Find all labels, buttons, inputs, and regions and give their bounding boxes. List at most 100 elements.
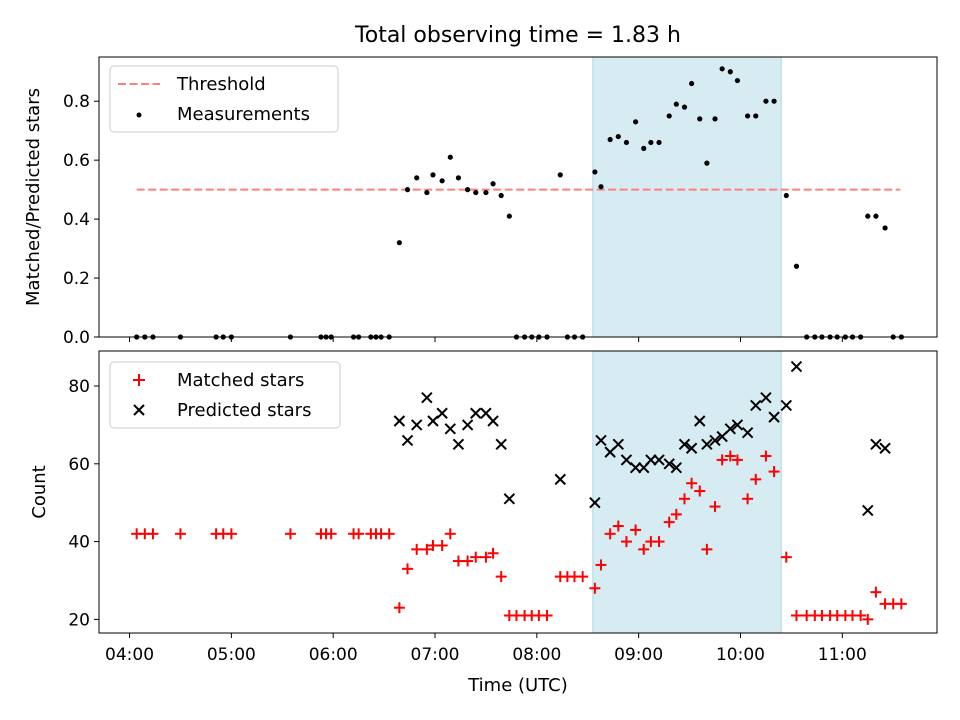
predicted-star-point [741, 426, 754, 439]
top-axes-frame [98, 56, 938, 338]
predicted-star-point [790, 360, 803, 373]
measurement-point [865, 213, 871, 219]
matched-star-point [480, 551, 492, 563]
predicted-star-point [678, 438, 691, 451]
predicted-star-point [461, 419, 474, 431]
measurement-point [648, 139, 654, 146]
matched-star-point [612, 520, 624, 532]
measurement-point [623, 139, 630, 146]
predicted-star-point [410, 419, 423, 431]
predicted-star-point [503, 493, 516, 505]
highlight-span [592, 350, 782, 634]
chart-title: Total observing time = 1.83 h [354, 23, 681, 48]
matched-star-point [663, 516, 675, 528]
y-tick-label: 80 [68, 377, 90, 397]
predicted-star-point [645, 454, 657, 466]
matched-star-point [620, 536, 632, 548]
bottom-axes: 20 40 60 80 04:00 05:00 06:00 07:00 08:00 09:00 1… [29, 350, 938, 696]
bottom-axes-frame [98, 350, 938, 634]
measurement-point [745, 113, 751, 119]
legend-label-matched: Matched stars [177, 370, 304, 391]
measurement-point [704, 160, 710, 166]
x-axis-label: Time (UTC) [467, 675, 568, 696]
matched-star-point [716, 454, 728, 466]
measurement-point [689, 80, 695, 87]
matched-star-point [444, 528, 456, 540]
measurement-point [712, 116, 718, 122]
y-tick-label: 0.0 [63, 328, 90, 348]
matched-star-point [604, 528, 616, 540]
matched-star-point [768, 466, 780, 478]
measurement-point [464, 187, 471, 193]
measurement-point [697, 116, 703, 122]
predicted-star-point [701, 438, 713, 451]
x-tick-label: 07:00 [411, 645, 460, 665]
measurement-point [404, 187, 411, 193]
predicted-star-point [436, 407, 448, 419]
bottom-x-ticks: 04:00 05:00 06:00 07:00 08:00 09:00 10:00 11:00 [105, 633, 867, 665]
x-tick-label: 06:00 [309, 645, 358, 665]
highlight-span [592, 56, 782, 338]
bottom-y-ticks: 20 40 60 80 [68, 377, 99, 630]
matched-star-point [436, 539, 448, 551]
measurement-point [498, 192, 504, 199]
measurement-point [414, 175, 420, 181]
legend-label-predicted: Predicted stars [177, 400, 311, 421]
y-tick-label: 40 [68, 533, 90, 553]
predicted-star-point [421, 391, 433, 404]
measurement-point [882, 225, 888, 231]
measurement-point [727, 69, 733, 75]
predicted-star-point [444, 423, 456, 435]
predicted-star-point [694, 415, 706, 427]
legend-label-measurements: Measurements [177, 104, 310, 125]
predicted-star-point [629, 461, 642, 474]
matched-star-point [638, 543, 650, 555]
bottom-y-axis-label: Count [29, 465, 50, 518]
matched-star-point [630, 524, 642, 536]
predicted-star-point [663, 458, 675, 470]
matched-star-point [750, 473, 762, 485]
predicted-star-point [401, 434, 414, 447]
predicted-star-point [589, 496, 601, 509]
matched-star-point [694, 485, 706, 497]
predicted-star-point [487, 415, 499, 427]
matched-star-point [724, 450, 736, 462]
measurement-point [763, 98, 769, 104]
measurement-point [793, 263, 800, 269]
predicted-star-point [862, 504, 874, 517]
x-tick-label: 05:00 [207, 645, 256, 665]
predicted-star-point [495, 438, 507, 451]
legend-box [109, 65, 339, 133]
predicted-star-point [685, 442, 698, 454]
matched-star-point [701, 543, 713, 555]
top-y-ticks: 0.0 0.2 0.4 0.6 0.8 [63, 92, 99, 348]
measurement-point [439, 178, 445, 184]
matched-star-point [225, 528, 237, 540]
legend-matched-swatch [133, 374, 145, 386]
predicted-star-point [760, 391, 772, 404]
measurement-point [641, 145, 647, 151]
legend-box [109, 361, 341, 429]
top-x-ticks [129, 337, 843, 342]
measurement-point [483, 189, 489, 196]
matched-star-point [393, 602, 405, 614]
predicted-star-point [620, 454, 633, 466]
measurement-point [598, 184, 604, 190]
measurement-point [656, 139, 662, 146]
matched-star-point [589, 582, 601, 594]
measurement-point [473, 189, 479, 196]
predicted-star-point [709, 434, 721, 447]
matched-star-point [462, 555, 474, 567]
predicted-star-point [393, 415, 406, 427]
y-tick-label: 0.6 [63, 151, 90, 171]
matched-star-point [495, 571, 507, 583]
matched-star-point [653, 536, 665, 548]
predicted-star-point [427, 415, 439, 427]
predicted-star-point [470, 407, 482, 419]
predicted-star-point [870, 438, 882, 451]
y-tick-label: 20 [68, 610, 90, 630]
predicted-star-point [612, 438, 625, 451]
matched-star-point [383, 528, 395, 540]
y-tick-label: 0.4 [63, 210, 90, 230]
measurement-point [771, 98, 777, 104]
